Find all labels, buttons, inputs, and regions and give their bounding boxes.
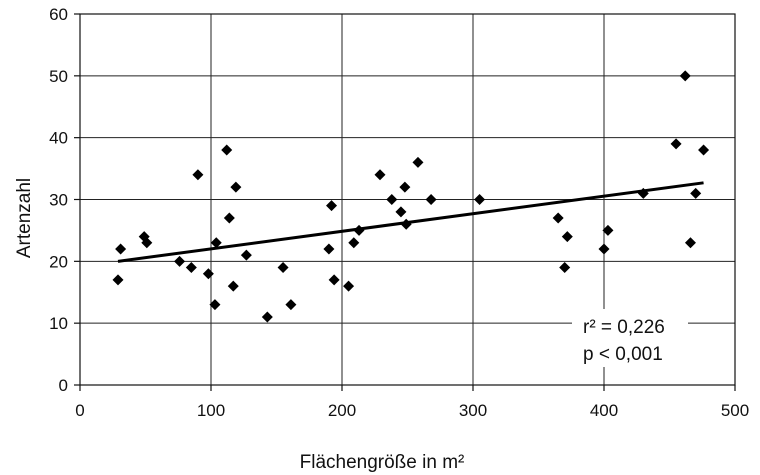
data-point-marker [326,200,338,212]
data-point-marker [323,243,335,255]
data-point-marker [374,169,386,181]
y-axis-title: Artenzahl [14,178,35,258]
data-point-marker [141,237,153,249]
statistics-background [572,309,688,367]
data-point-marker [386,194,398,205]
data-point-marker [343,280,355,292]
data-points [112,70,710,323]
data-point-marker [598,243,610,255]
data-point-marker [115,243,127,255]
data-point-marker [399,181,411,193]
y-tick-label: 30 [49,191,68,210]
data-point-marker [209,299,221,311]
x-tick-label: 0 [75,401,84,420]
p-value-annotation: p < 0,001 [583,344,663,365]
statistics-box: r² = 0,226 p < 0,001 [572,309,688,367]
y-tick-label: 10 [49,314,68,333]
x-axis-ticks: 0 100 200 300 400 500 [75,385,749,420]
data-point-marker [559,262,571,274]
data-point-marker [698,144,710,156]
data-point-marker [328,274,340,286]
x-axis-title: Flächengröße in m² [300,452,465,473]
x-tick-label: 400 [590,401,618,420]
data-point-marker [348,237,360,249]
data-point-marker [425,194,437,205]
y-tick-label: 40 [49,129,68,148]
r-squared-annotation: r² = 0,226 [583,317,665,338]
data-point-marker [221,144,233,156]
data-point-marker [285,299,297,311]
y-tick-label: 50 [49,67,68,86]
data-point-marker [552,212,564,224]
data-point-marker [395,206,407,218]
data-point-marker [474,194,486,205]
data-point-marker [202,268,214,280]
data-point-marker [637,187,649,199]
trend-line [117,181,704,263]
data-point-marker [174,255,186,267]
data-point-marker [277,262,289,274]
x-tick-label: 100 [197,401,225,420]
data-point-marker [684,237,696,249]
data-point-marker [690,187,702,199]
data-point-marker [192,169,204,181]
data-point-marker [227,280,239,292]
data-point-marker [670,138,682,150]
y-axis-ticks: 0 10 20 30 40 50 60 [49,5,80,395]
data-point-marker [112,274,124,286]
data-point-marker [185,262,197,274]
x-tick-label: 300 [459,401,487,420]
data-point-marker [679,70,691,82]
data-point-marker [230,181,242,193]
data-point-marker [261,311,273,323]
data-point-marker [602,224,614,236]
data-point-marker [353,224,365,236]
data-point-marker [240,249,252,261]
x-tick-label: 200 [328,401,356,420]
data-point-marker [210,237,222,249]
data-point-marker [561,231,573,243]
data-point-marker [412,156,424,168]
x-tick-label: 500 [721,401,749,420]
data-point-marker [400,218,412,230]
data-point-marker [223,212,235,224]
y-tick-label: 20 [49,252,68,271]
y-tick-label: 60 [49,5,68,24]
y-tick-label: 0 [59,376,68,395]
